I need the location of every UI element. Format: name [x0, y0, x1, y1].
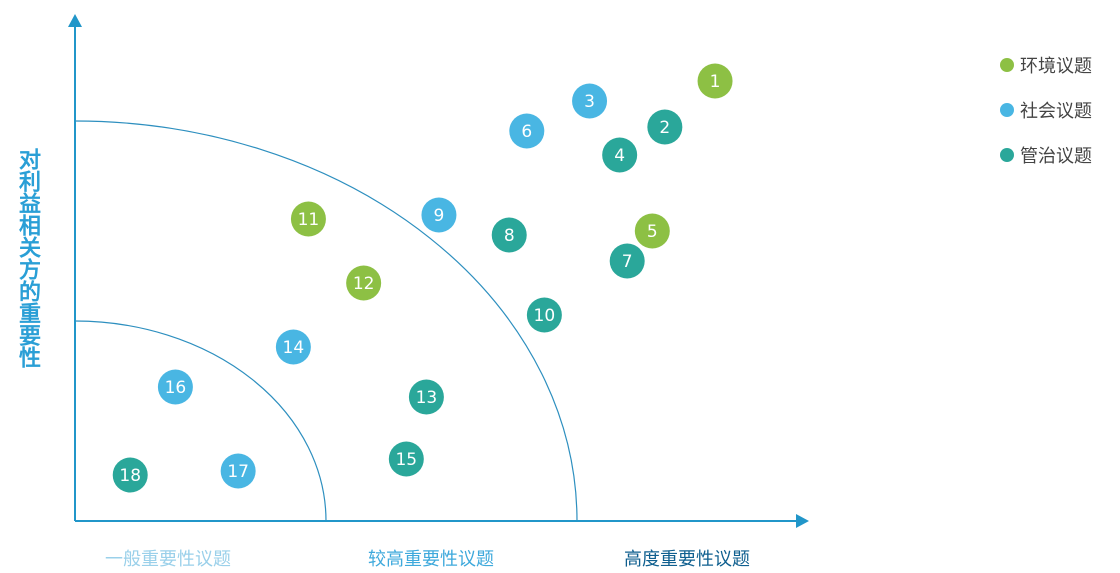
data-point-14: 14	[275, 329, 311, 365]
data-point-label-2: 2	[659, 118, 670, 138]
data-point-marker-1	[697, 63, 733, 99]
data-point-7: 7	[609, 243, 645, 279]
data-point-11: 11	[290, 201, 326, 237]
zone-boundaries	[74, 120, 578, 522]
data-point-marker-2	[647, 109, 683, 145]
data-point-marker-12	[346, 265, 382, 301]
data-point-label-3: 3	[584, 92, 595, 112]
legend-label-social: 社会议题	[1020, 101, 1092, 122]
data-point-9: 9	[421, 197, 457, 233]
x-axis-arrow	[796, 514, 809, 528]
data-point-6: 6	[509, 113, 545, 149]
data-point-label-12: 12	[353, 274, 375, 294]
data-point-marker-5	[634, 213, 670, 249]
data-point-label-4: 4	[614, 146, 625, 166]
data-point-4: 4	[602, 137, 638, 173]
data-point-label-11: 11	[298, 210, 320, 230]
legend-item-social: 社会议题	[1000, 100, 1092, 122]
x-category-label-high: 高度重要性议题	[624, 549, 750, 570]
data-point-label-1: 1	[710, 72, 721, 92]
data-point-label-16: 16	[165, 378, 187, 398]
data-point-label-17: 17	[227, 462, 249, 482]
data-point-marker-9	[421, 197, 457, 233]
data-point-marker-16	[157, 369, 193, 405]
data-point-label-6: 6	[521, 122, 532, 142]
x-category-label-higher: 较高重要性议题	[368, 549, 494, 570]
data-point-18: 18	[112, 457, 148, 493]
data-point-marker-14	[275, 329, 311, 365]
data-point-label-7: 7	[622, 252, 633, 272]
data-point-label-9: 9	[434, 206, 445, 226]
legend-item-governance: 管治议题	[1000, 145, 1092, 167]
data-point-label-13: 13	[416, 388, 438, 408]
data-point-12: 12	[346, 265, 382, 301]
data-point-marker-4	[602, 137, 638, 173]
legend-dot-social	[1000, 103, 1014, 117]
y-axis-arrow	[68, 14, 82, 27]
legend-label-environment: 环境议题	[1020, 56, 1092, 77]
data-point-marker-6	[509, 113, 545, 149]
data-point-label-15: 15	[395, 450, 417, 470]
data-point-13: 13	[408, 379, 444, 415]
legend-dot-environment	[1000, 58, 1014, 72]
legend: 环境议题 社会议题 管治议题	[1000, 55, 1092, 190]
data-point-15: 15	[388, 441, 424, 477]
zone-boundary-1	[74, 320, 327, 522]
data-point-16: 16	[157, 369, 193, 405]
data-point-3: 3	[572, 83, 608, 119]
data-point-label-5: 5	[647, 222, 658, 242]
data-point-marker-3	[572, 83, 608, 119]
legend-item-environment: 环境议题	[1000, 55, 1092, 77]
data-point-10: 10	[526, 297, 562, 333]
data-point-marker-11	[290, 201, 326, 237]
data-point-label-14: 14	[283, 338, 305, 358]
data-point-marker-15	[388, 441, 424, 477]
x-category-label-general: 一般重要性议题	[105, 549, 231, 570]
data-point-17: 17	[220, 453, 256, 489]
data-point-label-8: 8	[504, 226, 515, 246]
data-point-marker-8	[491, 217, 527, 253]
data-point-marker-10	[526, 297, 562, 333]
data-point-2: 2	[647, 109, 683, 145]
data-point-label-18: 18	[119, 466, 141, 486]
data-point-marker-18	[112, 457, 148, 493]
y-axis-label: 对利益相关方的重要性	[15, 148, 40, 368]
data-point-marker-13	[408, 379, 444, 415]
zone-boundary-2	[74, 120, 578, 522]
data-point-1: 1	[697, 63, 733, 99]
data-point-marker-17	[220, 453, 256, 489]
legend-dot-governance	[1000, 148, 1014, 162]
data-point-5: 5	[634, 213, 670, 249]
data-point-8: 8	[491, 217, 527, 253]
data-point-marker-7	[609, 243, 645, 279]
axes	[68, 14, 809, 528]
legend-label-governance: 管治议题	[1020, 146, 1092, 167]
data-point-label-10: 10	[534, 306, 556, 326]
